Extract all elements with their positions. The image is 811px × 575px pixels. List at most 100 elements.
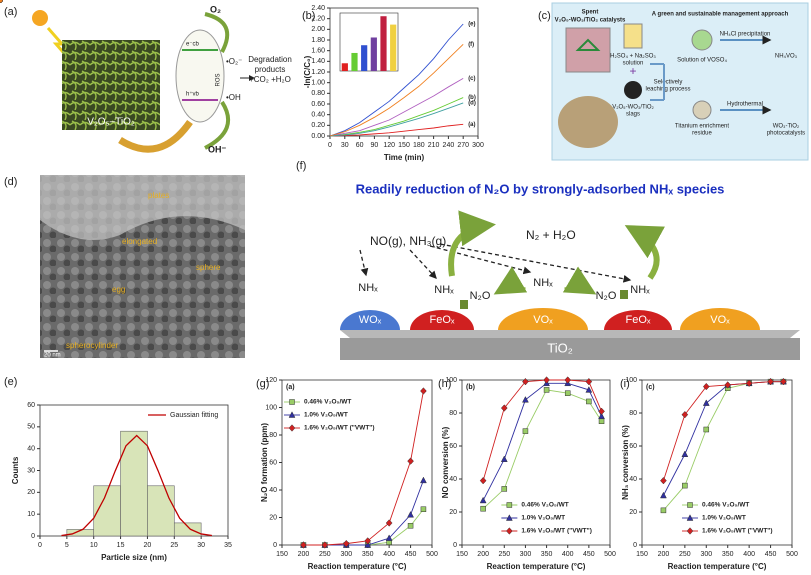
y-tick-label: 80 — [629, 410, 637, 417]
marker — [0, 0, 4, 4]
sem-image — [62, 40, 160, 130]
marker — [767, 377, 774, 386]
marker — [407, 523, 414, 529]
material-label: V₂O₅–TiO₂ — [87, 117, 135, 128]
y-tick-label: 60 — [27, 402, 35, 409]
arrow — [439, 243, 632, 283]
y-tick-label: 50 — [27, 424, 35, 431]
marker — [585, 377, 593, 386]
y-tick-label: 1.00 — [311, 80, 325, 87]
x-tick-label: 60 — [356, 142, 364, 149]
marker — [420, 387, 427, 395]
site — [340, 310, 400, 330]
x-tick-label: 30 — [197, 542, 205, 549]
marker — [479, 496, 487, 504]
x-tick-label: 120 — [383, 142, 395, 149]
inset-bar — [390, 24, 397, 72]
y-tick-label: 80 — [269, 432, 277, 439]
x-axis-label: Particle size (nm) — [101, 553, 167, 562]
y-tick-label: 20 — [629, 509, 637, 516]
marker — [364, 541, 372, 548]
chart: 150 200 250 300 350 400 450 500 0 20 40 60 80 100 120 R… — [260, 377, 438, 571]
y-tick-label: 30 — [27, 467, 35, 474]
x-tick-label: 200 — [658, 551, 670, 558]
arrow — [204, 12, 230, 53]
x-tick-label: 400 — [383, 551, 395, 558]
panel-label: (f) — [296, 160, 306, 172]
legend-label: 1.0% V₂O₅/WT — [521, 515, 565, 522]
series-line — [663, 381, 784, 496]
marker — [420, 506, 427, 512]
y-tick-label: 20 — [27, 489, 35, 496]
marker — [660, 507, 667, 514]
green-arrow — [493, 266, 528, 295]
marker — [780, 377, 787, 386]
x-tick-label: 300 — [520, 551, 532, 558]
y-tick-label: 100 — [265, 404, 277, 411]
legend-label: 0.46% V₂O₅/WT — [521, 502, 568, 509]
x-tick-label: 25 — [170, 542, 178, 549]
green-arrow — [562, 266, 597, 295]
y-axis-label: NH₃ conversion (%) — [621, 425, 630, 500]
y-axis-label: NO conversion (%) — [441, 426, 450, 498]
marker — [506, 527, 513, 535]
y-axis-label: Counts — [11, 456, 20, 484]
solution-label: solution — [623, 61, 644, 67]
panel-label: (i) — [620, 378, 630, 390]
x-tick-label: 350 — [722, 551, 734, 558]
marker — [288, 411, 296, 418]
inset-bar — [341, 63, 348, 71]
panel-label: (h) — [438, 378, 451, 390]
inset-bar — [380, 16, 387, 71]
y-tick-label: 0.20 — [311, 122, 325, 129]
x-tick-label: 270 — [457, 142, 469, 149]
product-label: WO₃-TiO₂ — [773, 124, 800, 130]
superoxide: •O₂⁻ — [226, 57, 242, 66]
marker — [564, 390, 571, 396]
y-axis-label: N₂O formation (ppm) — [260, 423, 269, 502]
x-tick-label: 240 — [443, 142, 455, 149]
series-line — [303, 508, 424, 546]
marker — [407, 457, 414, 465]
product-label: photocatalysts — [767, 131, 805, 137]
arrow — [204, 100, 231, 150]
marker — [543, 376, 550, 384]
y-tick-label: 1.40 — [311, 58, 325, 65]
site — [498, 308, 588, 330]
legend-label: 1.0% V₂O₅/WT — [702, 515, 746, 522]
series-line — [329, 78, 464, 137]
marker — [660, 476, 667, 485]
nhx: NHₓ — [533, 277, 553, 289]
series-line — [482, 389, 602, 510]
x-tick-label: 180 — [413, 142, 425, 149]
series-line — [663, 381, 784, 511]
marker — [506, 502, 513, 508]
marker — [660, 491, 667, 499]
n2o: N₂O — [470, 290, 491, 302]
slag-label: slags — [626, 112, 640, 118]
series-label: (b) — [468, 95, 476, 101]
y-tick-label: 2.00 — [311, 26, 325, 33]
adsorbate — [620, 290, 628, 299]
x-tick-label: 400 — [743, 551, 755, 558]
y-tick-label: 20 — [449, 509, 457, 516]
series-label: (d) — [468, 101, 476, 107]
marker — [505, 514, 513, 521]
y-tick-label: 40 — [269, 487, 277, 494]
x-tick-label: 210 — [428, 142, 440, 149]
x-tick-label: 150 — [398, 142, 410, 149]
series-label: (e) — [468, 22, 475, 28]
x-tick-label: 250 — [319, 551, 331, 558]
reactants: NO(g), NH₃(g) — [370, 234, 446, 248]
x-tick-label: 250 — [498, 551, 510, 558]
marker — [321, 541, 329, 549]
legend-label: 1.0% V₂O₅/WT — [304, 412, 348, 419]
flask — [691, 29, 713, 51]
chart: 150 200 250 300 350 400 450 500 0 20 40 60 80 100 Reac… — [441, 376, 616, 571]
residue — [692, 100, 712, 120]
support-label: TiO₂ — [547, 340, 573, 355]
histogram-bar — [147, 485, 175, 537]
degradation-text: products — [255, 65, 286, 74]
